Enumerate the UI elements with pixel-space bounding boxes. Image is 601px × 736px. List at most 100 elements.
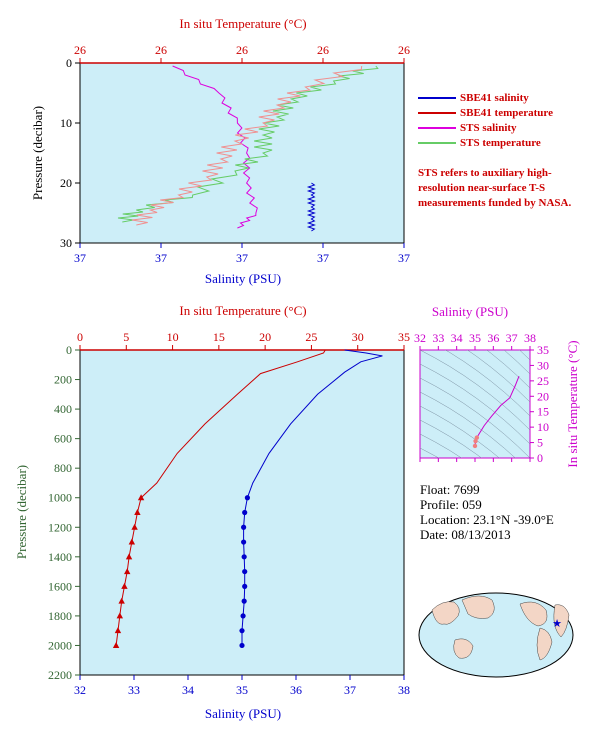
bottom-pressure-tick-label: 800 (54, 461, 72, 475)
ts-density-contour (467, 350, 530, 403)
top-pressure-tick-label: 20 (60, 176, 72, 190)
top-pressure-tick-label: 10 (60, 116, 72, 130)
bottom-pressure-tick-label: 1000 (48, 491, 72, 505)
ts-density-contour (420, 433, 463, 458)
ts-temp-tick-label: 35 (537, 343, 549, 357)
top-temp-tick-label: 26 (317, 43, 329, 57)
legend-label: STS salinity (460, 122, 517, 134)
legend-swatch (418, 97, 456, 100)
temperature-marker (134, 509, 141, 515)
ts-density-contour (420, 447, 440, 458)
bottom-sal-tick-label: 38 (398, 683, 410, 697)
bottom-pressure-tick-label: 0 (66, 343, 72, 357)
map-landmass-south-america (536, 627, 553, 661)
ts-sal-tick-label: 38 (524, 331, 536, 345)
float-location-star-icon: ★ (552, 618, 562, 630)
ts-density-contour (420, 419, 482, 458)
legend-item-sts-temperature: STS temperature (418, 137, 541, 149)
bottom-pressure-tick-label: 2000 (48, 638, 72, 652)
bottom-temp-ticks: 0 5 10 15 20 25 30 35 (77, 330, 410, 351)
ts-point (474, 435, 480, 440)
legend-item-sts-salinity: STS salinity (418, 122, 517, 134)
ts-density-contour (420, 391, 516, 458)
temperature-marker (125, 553, 133, 560)
bottom-pressure-tick-label: 1200 (48, 520, 72, 534)
ts-sal-tick-label: 35 (469, 331, 481, 345)
temperature-marker (118, 597, 125, 604)
bottom-line-salinity-continuous (246, 349, 383, 498)
top-pressure-ticks: 0 10 20 30 (60, 56, 80, 250)
top-sal-tick-label: 37 (398, 251, 410, 265)
legend-swatch (418, 127, 456, 130)
top-temp-ticks: 26 26 26 26 26 (74, 43, 410, 64)
date: Date: 08/13/2013 (420, 527, 511, 542)
bottom-pressure-tick-label: 400 (54, 402, 72, 416)
temperature-marker (128, 538, 136, 545)
legend-swatch (418, 112, 456, 115)
bottom-sal-tick-label: 37 (344, 683, 356, 697)
top-sal-tick-label: 37 (74, 251, 86, 265)
bottom-pressure-tick-label: 1400 (48, 550, 72, 564)
temperature-marker (114, 627, 122, 634)
top-series (117, 65, 379, 232)
bottom-temp-tick-label: 35 (398, 330, 410, 344)
bottom-pressure-tick-label: 600 (54, 432, 72, 446)
bottom-plot-area (79, 349, 405, 676)
bottom-sal-tick-label: 34 (182, 683, 194, 697)
top-series-sts-salinity (172, 65, 258, 229)
ts-density-contour (420, 350, 530, 431)
profile-number: Profile: 059 (420, 497, 482, 512)
salinity-marker (239, 628, 245, 634)
top-temp-tick-label: 26 (155, 43, 167, 57)
ts-temp-axis-label: In situ Temperature (°C) (565, 340, 580, 467)
temperature-marker (116, 612, 124, 619)
map-landmass-america (519, 601, 548, 627)
ts-temp-tick-label: 0 (537, 451, 543, 465)
legend-item-sbe41-temperature: SBE41 temperature (418, 107, 553, 119)
bottom-temp-tick-label: 5 (123, 330, 129, 344)
ts-sal-tick-label: 36 (487, 331, 499, 345)
bottom-sal-tick-label: 32 (74, 683, 86, 697)
map-landmass-asia (431, 601, 460, 625)
ts-temp-tick-label: 25 (537, 374, 549, 388)
top-series-sbe41-temperature (131, 65, 363, 226)
salinity-marker (242, 568, 248, 575)
bottom-pressure-tick-label: 2200 (48, 668, 72, 682)
salinity-marker (242, 509, 248, 516)
map-landmass-australia (453, 638, 474, 659)
ts-point (473, 438, 478, 444)
ts-sal-tick-label: 32 (414, 331, 426, 345)
top-temp-tick-label: 26 (398, 43, 410, 57)
bottom-series (112, 349, 383, 649)
temperature-marker (131, 523, 138, 530)
ts-sal-tick-label: 33 (432, 331, 444, 345)
legend-item-sbe41-salinity: SBE41 salinity (418, 92, 529, 104)
top-temp-tick-label: 26 (236, 43, 248, 57)
top-sal-ticks: 37 37 37 37 37 (74, 243, 410, 265)
top-plot-area (79, 62, 405, 244)
ts-temp-tick-label: 10 (537, 420, 549, 434)
bottom-pressure-tick-label: 1800 (48, 609, 72, 623)
ts-sal-axis-label: Salinity (PSU) (432, 304, 508, 319)
bottom-temp-tick-label: 10 (167, 330, 179, 344)
top-temp-axis-label: In situ Temperature (°C) (179, 16, 306, 31)
top-sal-tick-label: 37 (155, 251, 167, 265)
bottom-sal-axis-label: Salinity (PSU) (205, 706, 281, 721)
bottom-line-temperature-continuous (140, 349, 326, 499)
bottom-sal-tick-label: 33 (128, 683, 140, 697)
salinity-marker (241, 598, 247, 604)
temperature-marker (124, 568, 131, 575)
bottom-temp-tick-label: 20 (259, 330, 271, 344)
bottom-temp-axis-label: In situ Temperature (°C) (179, 303, 306, 318)
bottom-temp-tick-label: 0 (77, 330, 83, 344)
top-sal-axis-label: Salinity (PSU) (205, 271, 281, 286)
ts-point (472, 443, 478, 449)
location: Location: 23.1°N -39.0°E (420, 512, 554, 527)
legend-note: STS refers to auxiliary high-resolution … (418, 167, 572, 209)
salinity-marker (244, 495, 250, 501)
bottom-pressure-tick-label: 1600 (48, 579, 72, 593)
ts-density-contour (503, 350, 530, 375)
